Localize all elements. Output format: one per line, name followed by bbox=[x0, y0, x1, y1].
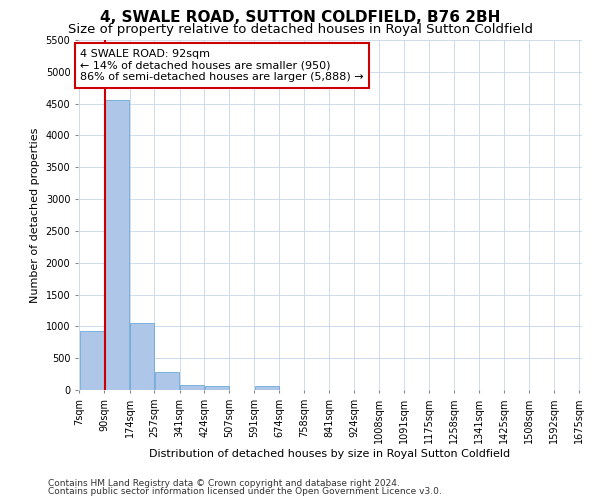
Bar bbox=[104, 100, 129, 390]
Bar bbox=[205, 386, 229, 390]
Text: 4, SWALE ROAD, SUTTON COLDFIELD, B76 2BH: 4, SWALE ROAD, SUTTON COLDFIELD, B76 2BH bbox=[100, 10, 500, 25]
X-axis label: Distribution of detached houses by size in Royal Sutton Coldfield: Distribution of detached houses by size … bbox=[149, 448, 511, 458]
Bar bbox=[130, 322, 154, 390]
Text: Contains public sector information licensed under the Open Government Licence v3: Contains public sector information licen… bbox=[48, 487, 442, 496]
Y-axis label: Number of detached properties: Number of detached properties bbox=[30, 128, 40, 302]
Bar bbox=[80, 332, 104, 390]
Text: Contains HM Land Registry data © Crown copyright and database right 2024.: Contains HM Land Registry data © Crown c… bbox=[48, 478, 400, 488]
Bar bbox=[155, 372, 179, 390]
Text: Size of property relative to detached houses in Royal Sutton Coldfield: Size of property relative to detached ho… bbox=[67, 22, 533, 36]
Bar bbox=[180, 385, 204, 390]
Text: 4 SWALE ROAD: 92sqm
← 14% of detached houses are smaller (950)
86% of semi-detac: 4 SWALE ROAD: 92sqm ← 14% of detached ho… bbox=[80, 49, 364, 82]
Bar bbox=[254, 386, 279, 390]
